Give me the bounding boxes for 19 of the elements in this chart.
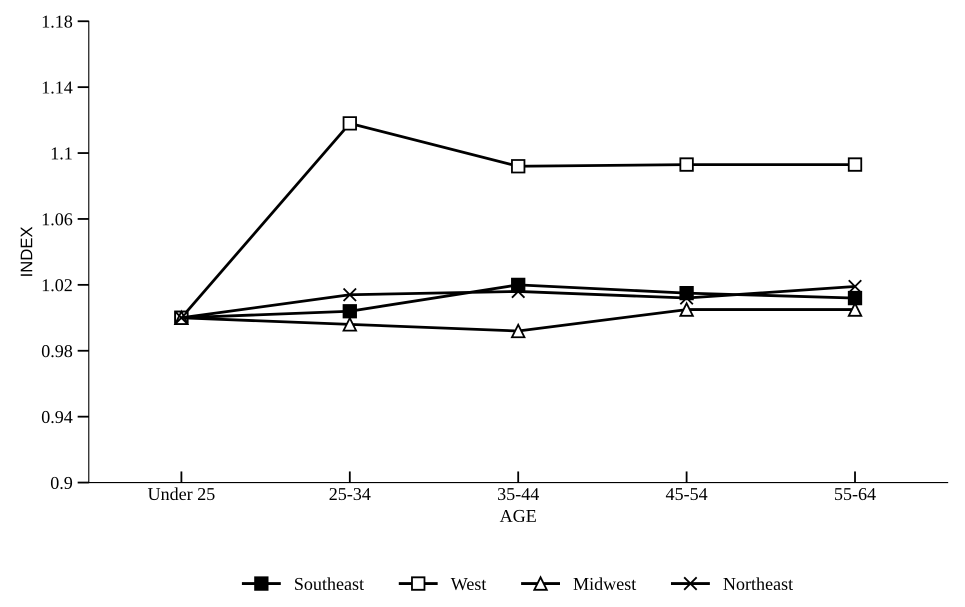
y-tick-label: 0.98 xyxy=(42,345,72,358)
y-tick-label: 1.02 xyxy=(42,279,72,292)
x-axis-title: AGE xyxy=(500,510,536,522)
y-tick-label: 0.94 xyxy=(42,410,73,424)
x-tick-label: 25-34 xyxy=(330,488,371,500)
y-tick-label: 1.1 xyxy=(52,147,72,160)
x-tick-label: Under 25 xyxy=(148,487,215,500)
x-tick-label: 55-64 xyxy=(834,488,876,500)
y-tick-label: 1.06 xyxy=(42,213,72,226)
legend-label: Southeast xyxy=(295,577,364,590)
x-tick-label: 45-54 xyxy=(666,488,708,500)
y-tick-label: 0.9 xyxy=(50,476,72,490)
y-axis-title: INDEX xyxy=(20,226,32,276)
y-tick-label: 1.18 xyxy=(42,16,72,28)
legend-label: West xyxy=(450,578,486,590)
x-tick-label: 35-44 xyxy=(498,488,539,500)
legend-label: Midwest xyxy=(574,577,636,590)
legend-label: Northeast xyxy=(723,577,794,590)
y-tick-label: 1.14 xyxy=(42,81,73,94)
